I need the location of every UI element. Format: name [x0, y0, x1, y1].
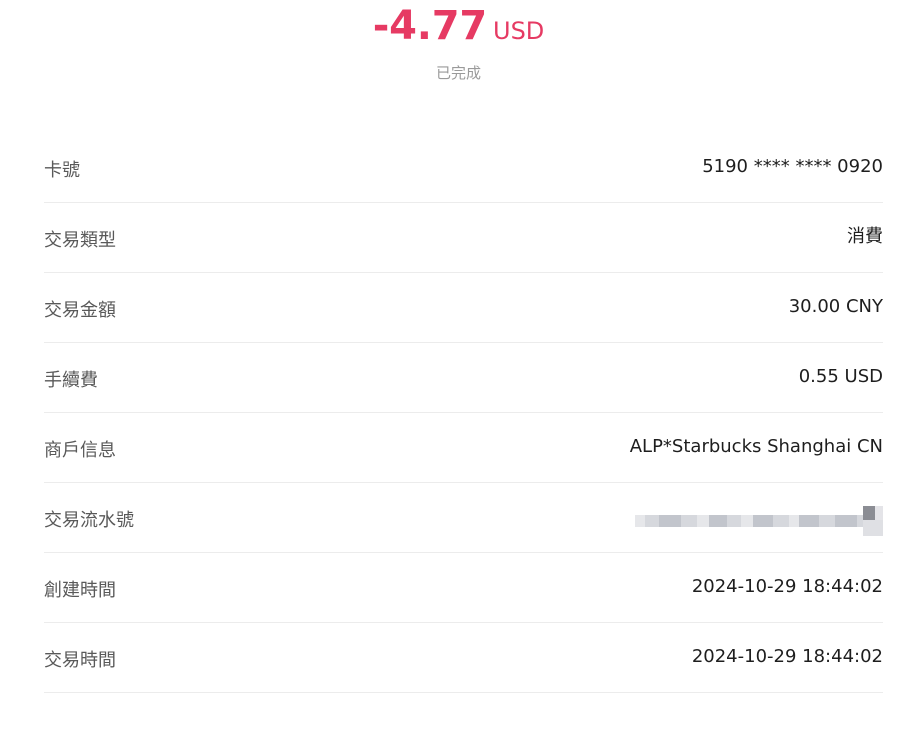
detail-value: 2024-10-29 18:44:02 [691, 576, 883, 597]
amount-display: -4.77 USD [0, 6, 917, 46]
transaction-header: -4.77 USD 已完成 [0, 0, 917, 110]
detail-label: 創建時間 [44, 580, 116, 601]
detail-value: 消費 [847, 226, 883, 247]
detail-row-transaction-amount: 交易金額 30.00 CNY [44, 273, 883, 343]
amount-currency: USD [493, 17, 545, 45]
detail-row-transaction-type: 交易類型 消費 [44, 203, 883, 273]
detail-value: 5190 **** **** 0920 [702, 156, 883, 177]
detail-value: 0.55 USD [798, 366, 883, 387]
detail-label: 交易流水號 [44, 510, 134, 531]
detail-row-serial-number: 交易流水號 [44, 483, 883, 553]
redacted-serial-number [635, 506, 883, 536]
status-text: 已完成 [435, 64, 481, 82]
detail-value: 30.00 CNY [788, 296, 883, 317]
transaction-details-list: 卡號 5190 **** **** 0920 交易類型 消費 交易金額 30.0… [44, 133, 883, 693]
detail-value: 2024-10-29 18:44:02 [691, 646, 883, 667]
detail-label: 交易類型 [44, 230, 116, 251]
detail-value: ALP*Starbucks Shanghai CN [629, 436, 883, 457]
detail-row-created-time: 創建時間 2024-10-29 18:44:02 [44, 553, 883, 623]
detail-label: 交易金額 [44, 300, 116, 321]
detail-row-transaction-time: 交易時間 2024-10-29 18:44:02 [44, 623, 883, 693]
detail-label: 手續費 [44, 370, 98, 391]
detail-row-merchant-info: 商戶信息 ALP*Starbucks Shanghai CN [44, 413, 883, 483]
detail-row-fee: 手續費 0.55 USD [44, 343, 883, 413]
amount-value: -4.77 [372, 3, 487, 49]
detail-label: 交易時間 [44, 650, 116, 671]
detail-row-card-number: 卡號 5190 **** **** 0920 [44, 133, 883, 203]
detail-label: 商戶信息 [44, 440, 116, 461]
detail-label: 卡號 [44, 160, 80, 181]
